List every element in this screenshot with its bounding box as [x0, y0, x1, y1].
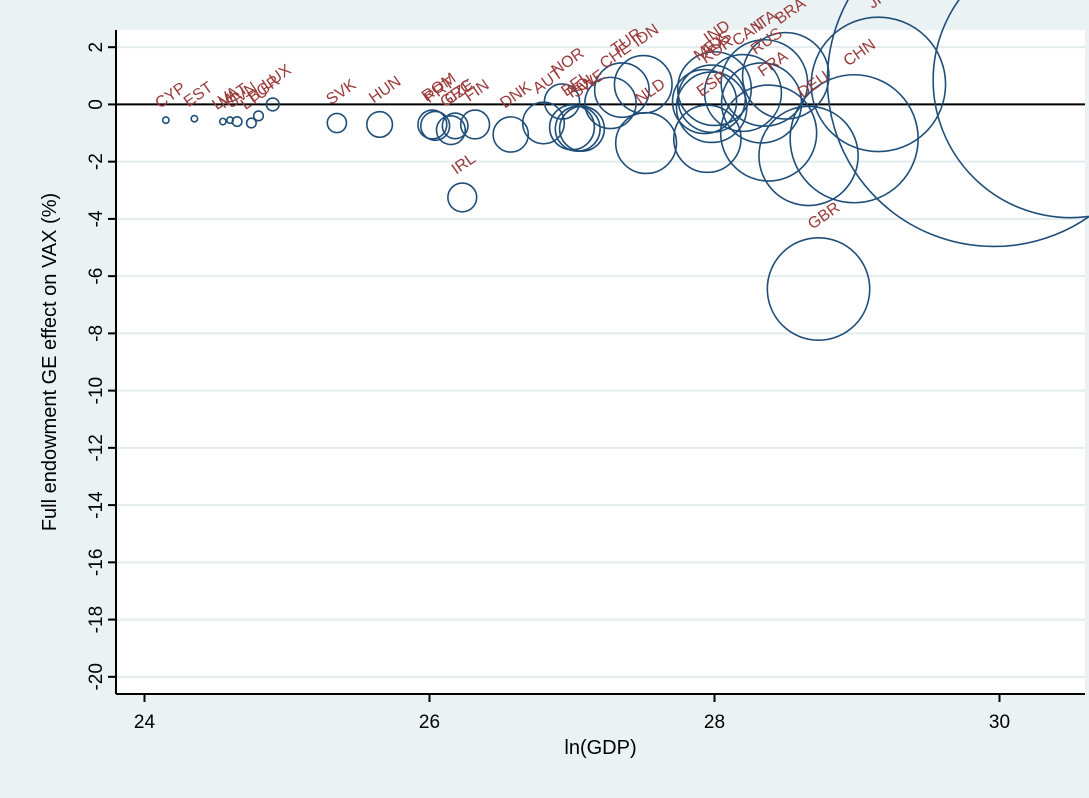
- data-point: [672, 104, 742, 174]
- data-point: [459, 109, 491, 140]
- data-point: [252, 110, 265, 122]
- data-point: [231, 115, 243, 128]
- data-point: [558, 105, 606, 152]
- data-point: [265, 97, 280, 112]
- data-point: [671, 68, 738, 135]
- y-tick-label: -20: [86, 663, 107, 690]
- data-point: [614, 111, 678, 175]
- data-point: [766, 237, 871, 342]
- markers: [161, 0, 1089, 342]
- data-point: [417, 109, 448, 140]
- y-tick-label: 0: [86, 99, 107, 110]
- data-point: [218, 117, 227, 126]
- y-tick-label: -6: [86, 268, 107, 285]
- y-axis-title: Full endowment GE effect on VAX (%): [39, 193, 61, 531]
- data-point: [326, 112, 348, 134]
- y-tick-label: -2: [86, 153, 107, 170]
- x-axis-ticks: 24 26 28 30: [134, 694, 1010, 733]
- y-tick-label: -18: [86, 606, 107, 633]
- data-point: [245, 117, 257, 129]
- y-tick-label: -12: [86, 434, 107, 461]
- data-point: [789, 73, 919, 204]
- data-point: [703, 53, 783, 133]
- data-point: [161, 116, 170, 125]
- data-point: [719, 84, 818, 182]
- point-label: BRA: [772, 0, 809, 28]
- y-tick-label: -8: [86, 325, 107, 342]
- data-point: [441, 112, 469, 140]
- data-point: [447, 182, 478, 213]
- data-point: [826, 0, 1089, 248]
- data-point: [366, 110, 394, 139]
- x-tick-label: 28: [704, 712, 725, 733]
- point-label: JPN: [865, 0, 900, 12]
- x-tick-label: 26: [419, 712, 440, 733]
- data-point: [420, 110, 451, 142]
- y-tick-label: -4: [86, 210, 107, 227]
- data-point: [584, 76, 637, 130]
- data-point: [492, 116, 530, 153]
- data-point: [521, 101, 566, 145]
- data-point: [758, 105, 859, 207]
- x-axis-title: ln(GDP): [564, 737, 636, 759]
- y-tick-label: -14: [86, 491, 107, 519]
- y-tick-label: 2: [86, 42, 107, 53]
- data-point: [190, 114, 199, 123]
- y-tick-label: -16: [86, 549, 107, 576]
- x-tick-label: 30: [989, 712, 1010, 733]
- y-axis-ticks: 2 0 -2 -4 -6 -8 -10 -12 -14 -16 -18 -20: [86, 42, 116, 691]
- data-point: [720, 38, 809, 127]
- x-tick-label: 24: [134, 712, 156, 733]
- data-point: [593, 62, 650, 119]
- y-tick-label: -10: [86, 377, 107, 404]
- data-point: [810, 16, 947, 153]
- data-point: [741, 31, 830, 120]
- data-point: [435, 114, 467, 146]
- data-point: [932, 0, 1089, 219]
